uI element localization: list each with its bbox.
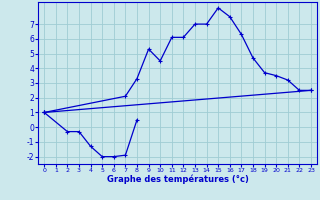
X-axis label: Graphe des températures (°c): Graphe des températures (°c) [107,175,249,184]
